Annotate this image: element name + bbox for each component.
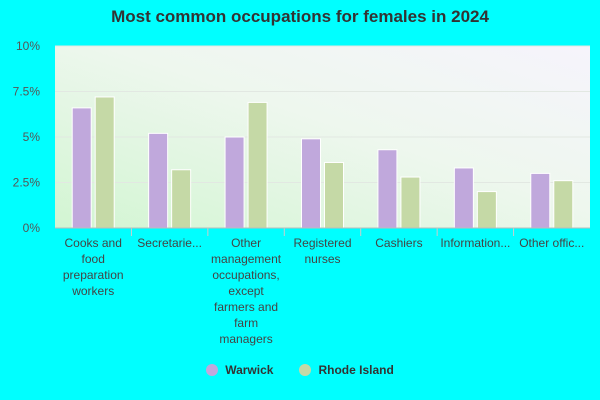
x-axis-labels: Cooks and food preparation workers Secretari… [63,228,584,346]
x-tick-label: Other management occupations, except farmers… [211,236,282,346]
x-tick-label: Secretarie... [137,236,202,250]
bar [377,149,398,229]
bar [224,136,245,229]
y-tick-label: 2.5% [13,176,41,190]
y-tick-label: 7.5% [13,85,41,99]
legend-swatch-warwick [206,364,219,376]
legend-label-warwick: Warwick [225,363,274,377]
bar [530,172,551,229]
legend-item-warwick: Warwick [206,363,273,377]
bar [453,167,474,229]
legend-item-rhode-island: Rhode Island [299,363,394,377]
x-tick-label: Cooks and food preparation workers [63,236,124,298]
x-tick-label: Other offic... [519,236,584,250]
x-tick-label: Cashiers [375,236,422,250]
bar [71,107,92,229]
bar [400,176,421,229]
bar [324,161,344,229]
x-tick-label: Information... [440,236,510,250]
y-tick-label: 0% [23,221,41,235]
x-tick-label: Registered nurses [293,236,351,266]
bar [171,169,192,229]
y-tick-label: 5% [23,130,41,144]
legend: Warwick Rhode Island [0,363,600,377]
bar [476,191,497,229]
bar [247,101,268,229]
legend-label-rhode-island: Rhode Island [318,363,394,377]
bar [553,180,574,229]
bars [71,96,574,229]
bar [148,132,169,229]
bar [301,138,321,229]
gridlines [55,45,590,183]
bar [94,96,115,229]
y-axis-ticks: 0% 2.5% 5% 7.5% 10% [13,39,41,235]
y-tick-label: 10% [16,39,40,53]
legend-swatch-rhode-island [299,364,312,376]
chart-title: Most common occupations for females in 2… [111,7,489,26]
